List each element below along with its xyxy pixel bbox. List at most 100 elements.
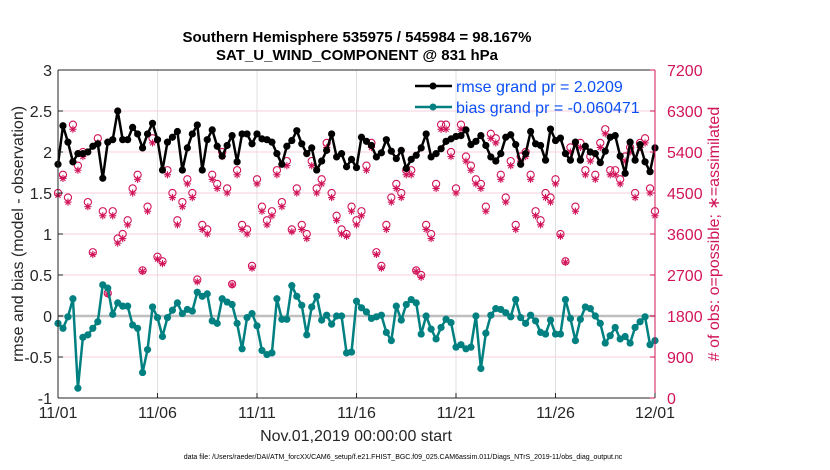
- bias-point: [392, 302, 400, 310]
- x-tick-label: 11/06: [138, 405, 177, 422]
- bias-point: [512, 296, 520, 304]
- rmse-point: [492, 157, 500, 165]
- assimilated-obs-marker: [173, 221, 181, 229]
- rmse-point: [143, 130, 152, 138]
- assimilated-obs-marker: [138, 267, 147, 275]
- bias-point: [69, 295, 77, 303]
- y-axis-label: rmse and bias (model - observation): [10, 106, 27, 362]
- rmse-point: [422, 130, 430, 138]
- right-tick-label: 3600: [667, 227, 703, 244]
- bias-point: [527, 311, 535, 319]
- assimilated-obs-marker: [273, 171, 281, 179]
- rmse-point: [372, 153, 380, 161]
- rmse-point: [437, 145, 445, 153]
- assimilated-obs-marker: [432, 184, 440, 193]
- rmse-point: [517, 160, 525, 168]
- right-tick-label: 5400: [667, 145, 703, 162]
- rmse-point: [412, 151, 420, 159]
- rmse-point: [148, 119, 157, 127]
- assimilated-obs-marker: [532, 212, 540, 220]
- bias-point: [437, 323, 445, 332]
- assimilated-obs-marker: [417, 273, 425, 281]
- left-tick-label: 2.5: [30, 104, 52, 121]
- bias-point: [258, 346, 266, 355]
- x-axis-label: Nov.01,2019 00:00:00 start: [260, 428, 452, 445]
- assimilated-obs-marker: [497, 175, 505, 183]
- assimilated-obs-marker: [611, 171, 619, 179]
- rmse-point: [402, 164, 410, 172]
- bias-point: [303, 331, 311, 339]
- bias-point: [173, 299, 181, 307]
- rmse-point: [462, 126, 470, 134]
- bias-point: [487, 311, 495, 319]
- bias-point: [402, 300, 410, 309]
- bias-point: [323, 311, 331, 319]
- x-tick-label: 11/21: [437, 405, 476, 422]
- bias-point: [561, 296, 570, 304]
- rmse-point: [218, 152, 226, 160]
- rmse-point: [407, 155, 415, 163]
- rmse-point: [591, 150, 599, 158]
- bias-point: [482, 329, 490, 337]
- bias-point: [238, 345, 246, 353]
- bias-point: [253, 322, 261, 330]
- assimilated-obs-marker: [228, 281, 236, 289]
- left-y-ticks: -1 -0.5 0 0.5 1 1.5 2 2.5 3: [24, 63, 63, 408]
- rmse-point: [213, 142, 221, 150]
- rmse-point: [581, 142, 589, 150]
- left-tick-label: 3: [43, 63, 52, 80]
- left-tick-label: 0: [43, 309, 52, 326]
- assimilated-obs-marker: [298, 225, 306, 234]
- bias-point: [134, 324, 142, 332]
- assimilated-obs-marker: [313, 189, 321, 197]
- rmse-point: [64, 138, 72, 146]
- assimilated-obs-marker: [293, 189, 301, 197]
- assimilated-obs-marker: [89, 250, 97, 259]
- assimilated-obs-marker: [248, 264, 256, 272]
- assimilated-obs-marker: [303, 234, 311, 243]
- rmse-point: [352, 163, 361, 172]
- assimilated-obs-marker: [482, 207, 490, 215]
- assimilated-obs-marker: [487, 134, 495, 142]
- assimilated-obs-marker: [591, 175, 599, 183]
- bias-point: [119, 302, 127, 310]
- assimilated-obs-marker: [243, 230, 251, 238]
- rmse-point: [387, 147, 395, 155]
- bias-point: [352, 297, 361, 305]
- rmse-point: [238, 130, 246, 138]
- assimilated-obs-marker: [442, 125, 450, 133]
- bias-point: [397, 316, 405, 324]
- x-tick-label: 11/16: [337, 405, 376, 422]
- assimilated-obs-marker: [372, 250, 380, 259]
- rmse-point: [487, 153, 495, 161]
- assimilated-obs-marker: [631, 193, 639, 202]
- rmse-point: [507, 131, 515, 139]
- bias-point: [422, 312, 430, 320]
- assimilated-obs-marker: [472, 180, 480, 188]
- rmse-point: [472, 137, 480, 145]
- rmse-point: [233, 158, 241, 166]
- rmse-point: [482, 141, 490, 150]
- rmse-point: [631, 156, 639, 164]
- bias-point: [308, 303, 316, 311]
- rmse-point: [497, 150, 505, 158]
- bias-point: [551, 330, 560, 338]
- assimilated-obs-marker: [477, 184, 485, 193]
- assimilated-obs-marker: [253, 180, 261, 188]
- assimilated-obs-marker: [402, 171, 410, 179]
- bias-point: [337, 312, 346, 320]
- bias-point: [546, 316, 555, 324]
- bias-point: [89, 324, 97, 332]
- bias-point: [64, 313, 72, 321]
- x-tick-label: 11/26: [536, 405, 575, 422]
- bias-point: [298, 301, 306, 309]
- assimilated-obs-marker: [84, 203, 92, 211]
- assimilated-obs-marker: [601, 130, 609, 138]
- rmse-point: [168, 133, 177, 141]
- legend-bias-marker: [429, 103, 437, 111]
- rmse-point: [527, 127, 535, 136]
- bias-point: [621, 332, 629, 341]
- rmse-point: [188, 130, 196, 138]
- assimilated-obs-marker: [541, 193, 550, 202]
